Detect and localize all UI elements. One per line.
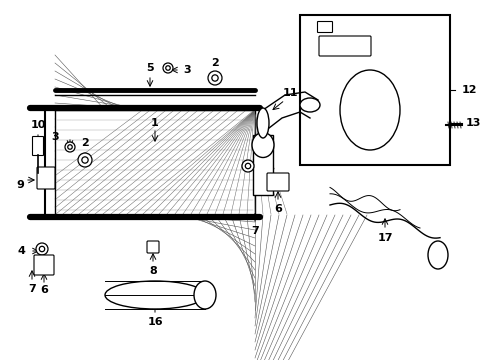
Ellipse shape — [194, 281, 216, 309]
Circle shape — [245, 163, 251, 169]
Text: 17: 17 — [377, 233, 393, 243]
Text: 3: 3 — [183, 65, 191, 75]
Text: 5: 5 — [146, 63, 154, 73]
FancyBboxPatch shape — [34, 255, 54, 275]
Bar — [300, 15, 450, 165]
Text: 13: 13 — [466, 118, 481, 128]
FancyBboxPatch shape — [267, 173, 289, 191]
Text: 3: 3 — [51, 132, 59, 142]
Ellipse shape — [428, 241, 448, 269]
Circle shape — [36, 243, 48, 255]
Bar — [253, 135, 273, 195]
Circle shape — [65, 142, 75, 152]
Ellipse shape — [300, 98, 320, 112]
Text: 7: 7 — [28, 284, 36, 294]
Ellipse shape — [257, 108, 269, 138]
FancyBboxPatch shape — [318, 22, 333, 32]
Ellipse shape — [252, 132, 274, 158]
Text: 6: 6 — [40, 285, 48, 295]
Text: 4: 4 — [266, 163, 274, 173]
Circle shape — [166, 66, 170, 70]
Text: 6: 6 — [274, 204, 282, 214]
FancyBboxPatch shape — [32, 136, 44, 156]
Circle shape — [82, 157, 88, 163]
Circle shape — [78, 153, 92, 167]
FancyBboxPatch shape — [319, 36, 371, 56]
Text: 16: 16 — [147, 317, 163, 327]
FancyBboxPatch shape — [37, 167, 55, 189]
Circle shape — [242, 160, 254, 172]
Text: 10: 10 — [30, 120, 46, 130]
Text: 9: 9 — [16, 180, 24, 190]
Bar — [55, 110, 255, 215]
FancyBboxPatch shape — [147, 241, 159, 253]
Circle shape — [68, 145, 72, 149]
Text: 7: 7 — [251, 226, 259, 236]
Text: 8: 8 — [149, 266, 157, 276]
Text: 2: 2 — [211, 58, 219, 68]
Text: 1: 1 — [151, 118, 159, 128]
Text: 15: 15 — [342, 21, 357, 31]
Circle shape — [163, 63, 173, 73]
Circle shape — [212, 75, 218, 81]
Text: 12: 12 — [462, 85, 477, 95]
Text: 4: 4 — [17, 246, 25, 256]
Text: 2: 2 — [81, 138, 89, 148]
Circle shape — [39, 246, 45, 252]
Ellipse shape — [105, 281, 205, 309]
Circle shape — [208, 71, 222, 85]
Text: 14: 14 — [376, 42, 392, 52]
Text: 11: 11 — [282, 88, 298, 98]
